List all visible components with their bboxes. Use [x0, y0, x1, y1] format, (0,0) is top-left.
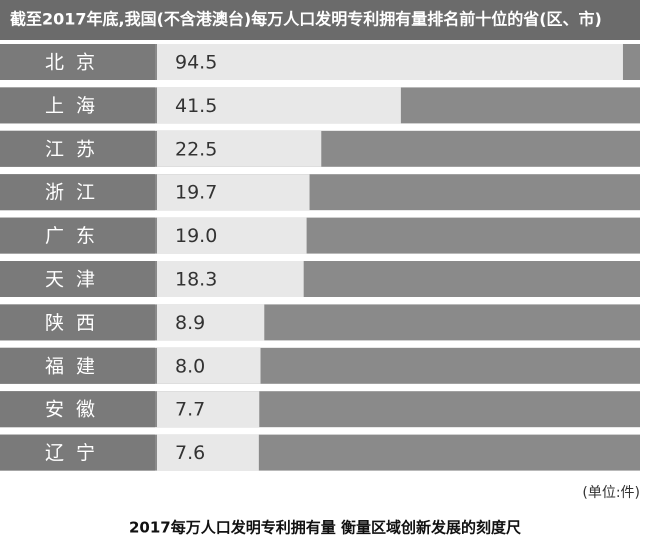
bar	[157, 87, 401, 124]
category-label: 福建	[45, 355, 107, 377]
caption: 2017每万人口发明专利拥有量 衡量区域创新发展的刻度尺	[129, 519, 521, 537]
title-bar	[0, 0, 640, 40]
category-label: 江苏	[45, 138, 107, 160]
value-label: 8.0	[175, 355, 205, 377]
category-label: 天津	[45, 269, 107, 291]
value-label: 18.3	[175, 269, 217, 291]
bar	[157, 174, 310, 211]
value-label: 41.5	[175, 95, 217, 117]
chart-title: 截至2017年底,我国(不含港澳台)每万人口发明专利拥有量排名前十位的省(区、市…	[10, 10, 602, 29]
label-cell	[0, 130, 155, 167]
label-cell	[0, 304, 155, 341]
value-label: 22.5	[175, 138, 217, 160]
value-label: 19.7	[175, 182, 217, 204]
category-label: 陕西	[45, 312, 107, 334]
category-label: 广东	[45, 225, 107, 247]
category-label: 北京	[45, 52, 107, 74]
bar	[157, 130, 322, 167]
value-label: 19.0	[175, 225, 217, 247]
label-cell	[0, 434, 155, 471]
label-cell	[0, 391, 155, 428]
value-label: 94.5	[175, 52, 217, 74]
bar	[157, 304, 265, 341]
unit-note: (单位:件)	[582, 485, 640, 501]
bar	[157, 391, 260, 428]
value-label: 8.9	[175, 312, 205, 334]
value-label: 7.6	[175, 442, 205, 464]
category-label: 浙江	[45, 182, 107, 204]
category-label: 安徽	[45, 399, 107, 421]
category-label: 上海	[45, 95, 107, 117]
bar	[157, 217, 307, 254]
bar	[157, 434, 259, 471]
bar	[157, 44, 623, 80]
label-cell	[0, 87, 155, 124]
category-label: 辽宁	[45, 442, 107, 464]
label-cell	[0, 261, 155, 297]
bar	[157, 347, 261, 384]
label-cell	[0, 217, 155, 254]
bar	[157, 261, 304, 297]
value-label: 7.7	[175, 399, 205, 421]
label-cell	[0, 347, 155, 384]
label-cell	[0, 174, 155, 211]
label-cell	[0, 44, 155, 80]
